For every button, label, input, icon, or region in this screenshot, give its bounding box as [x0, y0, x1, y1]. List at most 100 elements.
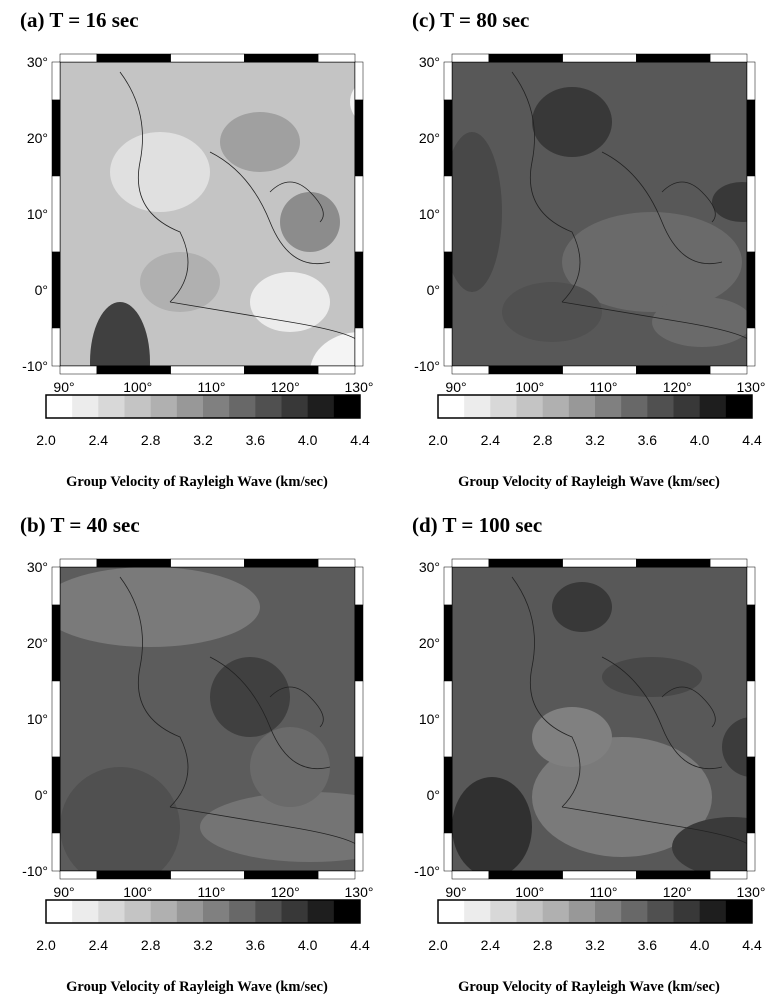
colorbar-swatch: [281, 395, 309, 418]
colorbar-label: Group Velocity of Rayleigh Wave (km/sec): [458, 979, 720, 995]
lat-tick-label: 20°: [419, 635, 440, 651]
velocity-region: [140, 252, 220, 312]
colorbar-tick-label: 3.6: [246, 937, 266, 953]
colorbar-swatch: [621, 900, 648, 923]
colorbar-tick-label: 2.0: [428, 432, 448, 448]
colorbar-swatch: [542, 900, 570, 923]
colorbar-tick-label: 3.6: [246, 432, 266, 448]
colorbar-swatch: [516, 395, 544, 418]
lon-tick-label: 130°: [345, 379, 374, 395]
colorbar-frame: [437, 899, 753, 924]
velocity-region: [552, 582, 612, 632]
colorbar-tick-label: 2.8: [141, 432, 161, 448]
map: [452, 62, 747, 366]
frame-bar: [244, 53, 319, 63]
frame-bar: [354, 61, 364, 101]
lat-tick-label: 0°: [35, 282, 48, 298]
panel: (b) T = 40 sec 90° 100° 110° 120° 130° 30° 20° 1…: [20, 513, 373, 995]
frame-bar: [488, 53, 563, 63]
frame-bar: [746, 756, 756, 834]
lat-tick-label: 30°: [419, 559, 440, 575]
frame-bar: [636, 53, 711, 63]
colorbar-swatch: [229, 900, 256, 923]
lon-tick-label: 90°: [53, 379, 74, 395]
colorbar-tick-label: 2.4: [481, 432, 501, 448]
colorbar-tick-label: 2.4: [481, 937, 501, 953]
colorbar-swatch: [725, 395, 753, 418]
velocity-region: [250, 727, 330, 807]
frame-bar: [451, 558, 490, 568]
lat-tick-label: 10°: [27, 711, 48, 727]
lat-tick-label: -10°: [414, 358, 440, 374]
frame-bar: [443, 680, 453, 758]
colorbar-swatch: [98, 395, 125, 418]
frame-bar: [709, 558, 748, 568]
colorbar-swatch: [46, 900, 73, 923]
frame-bar: [354, 756, 364, 834]
velocity-region: [350, 87, 355, 117]
frame-bar: [51, 251, 61, 329]
lon-tick-label: 110°: [590, 884, 618, 900]
frame-bar: [636, 870, 711, 880]
lat-tick-label: 10°: [419, 711, 440, 727]
panel-title: (b) T = 40 sec: [20, 513, 140, 537]
lat-tick-label: 0°: [427, 787, 440, 803]
lon-tick-label: 120°: [271, 884, 300, 900]
colorbar-tick-label: 4.4: [350, 432, 370, 448]
frame-bar: [443, 99, 453, 177]
colorbar-tick-label: 2.8: [533, 432, 553, 448]
velocity-region: [60, 767, 180, 871]
frame-bar: [59, 870, 98, 880]
frame-bar: [51, 61, 61, 101]
colorbar-swatch: [307, 395, 335, 418]
lat-tick-label: -10°: [22, 863, 48, 879]
frame-bar: [244, 365, 319, 375]
lat-tick-label: 20°: [419, 130, 440, 146]
frame-bar: [170, 53, 245, 63]
lat-tick-label: -10°: [414, 863, 440, 879]
colorbar-swatch: [699, 900, 727, 923]
frame-bar: [709, 365, 748, 375]
frame-bar: [746, 175, 756, 253]
colorbar-tick-label: 3.6: [638, 937, 658, 953]
coastline: [511, 71, 747, 340]
map: [452, 567, 747, 871]
colorbar-swatch: [124, 395, 152, 418]
velocity-region: [90, 302, 150, 366]
colorbar-tick-label: 4.0: [690, 937, 710, 953]
coastline: [119, 71, 355, 340]
colorbar-swatch: [281, 900, 309, 923]
colorbar-swatch: [568, 900, 596, 923]
frame-bar: [170, 365, 245, 375]
colorbar-swatch: [725, 900, 753, 923]
colorbar-tick-label: 2.0: [36, 432, 56, 448]
velocity-region: [722, 717, 747, 777]
frame-bar: [488, 558, 563, 568]
colorbar-tick-label: 2.4: [89, 937, 109, 953]
frame-bar: [354, 832, 364, 872]
colorbar-swatch: [621, 395, 648, 418]
frame-bar: [354, 566, 364, 606]
frame-bar: [562, 558, 637, 568]
colorbar-tick-label: 3.2: [193, 432, 213, 448]
colorbar-swatch: [72, 395, 99, 418]
frame-bar: [746, 680, 756, 758]
colorbar-tick-label: 4.0: [298, 937, 318, 953]
colorbar-swatch: [464, 395, 491, 418]
lat-tick-label: -10°: [22, 358, 48, 374]
lon-tick-label: 120°: [663, 379, 692, 395]
frame-bar: [746, 566, 756, 606]
colorbar-swatch: [595, 900, 622, 923]
colorbar-swatch: [255, 395, 282, 418]
frame-bar: [562, 870, 637, 880]
colorbar-frame: [45, 899, 361, 924]
colorbar-label: Group Velocity of Rayleigh Wave (km/sec): [458, 474, 720, 490]
lon-tick-label: 120°: [663, 884, 692, 900]
lat-tick-label: 30°: [419, 54, 440, 70]
panel: (a) T = 16 sec 90° 100° 110° 120° 130° 30° 20° 1…: [20, 8, 374, 490]
frame-bar: [636, 558, 711, 568]
frame-bar: [354, 604, 364, 682]
lat-tick-label: 10°: [419, 206, 440, 222]
velocity-region: [672, 817, 747, 871]
frame-bar: [488, 870, 563, 880]
